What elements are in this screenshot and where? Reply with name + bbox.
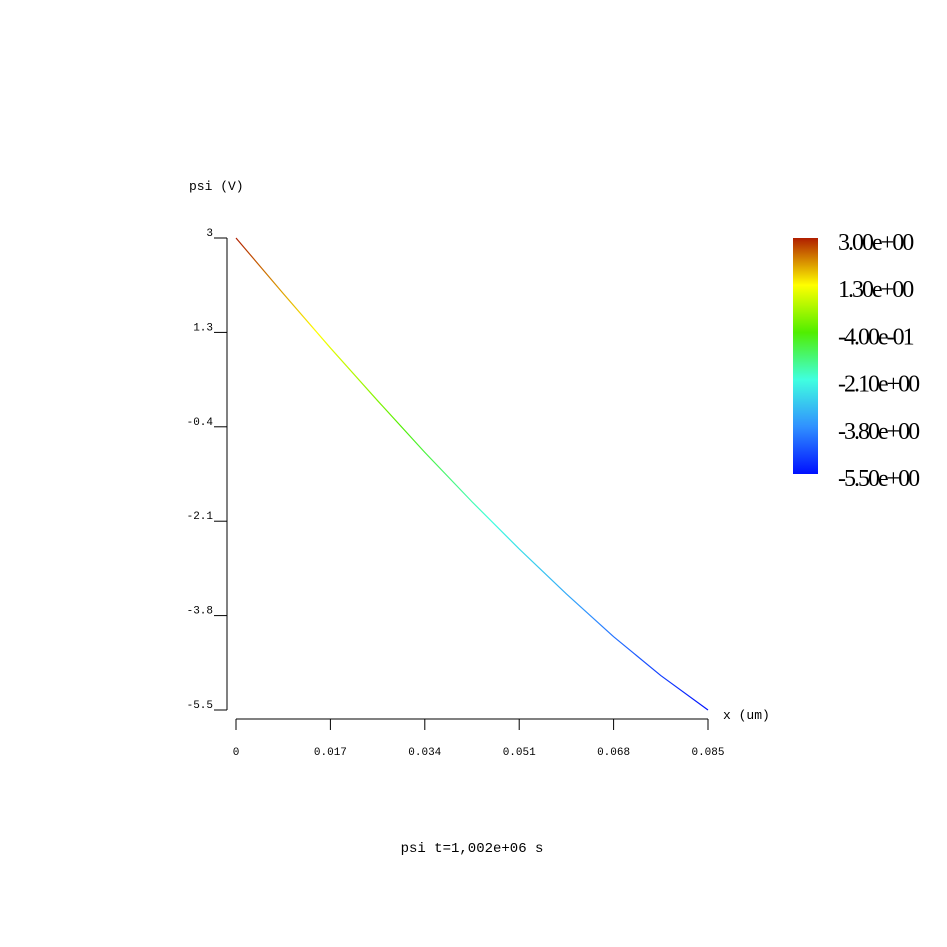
x-tick-label: 0: [233, 747, 240, 759]
colorbar-label: -5.50e+00: [838, 466, 920, 492]
chart-title: psi t=1,002e+06 s: [401, 841, 544, 857]
colorbar: [793, 238, 818, 474]
y-tick-label: -0.4: [187, 417, 214, 429]
y-tick-label: -5.5: [187, 700, 213, 712]
y-tick-label: 1.3: [193, 322, 213, 334]
y-axis-label: psi (V): [189, 179, 244, 194]
colorbar-label: 3.00e+00: [838, 230, 914, 256]
y-tick-label: 3: [206, 228, 213, 240]
colorbar-label: -4.00e-01: [838, 324, 914, 350]
x-axis-label: x (um): [723, 708, 770, 723]
x-tick-label: 0.068: [597, 747, 630, 759]
x-tick-label: 0.034: [408, 747, 441, 759]
colorbar-label: -3.80e+00: [838, 419, 920, 445]
colorbar-label: 1.30e+00: [838, 277, 914, 303]
x-tick-label: 0.051: [503, 747, 536, 759]
x-tick-label: 0.017: [314, 747, 347, 759]
y-tick-label: -2.1: [187, 511, 214, 523]
y-tick-label: -3.8: [187, 606, 213, 618]
colorbar-label: -2.10e+00: [838, 372, 920, 398]
data-line: [235, 237, 709, 711]
x-tick-label: 0.085: [691, 747, 724, 759]
